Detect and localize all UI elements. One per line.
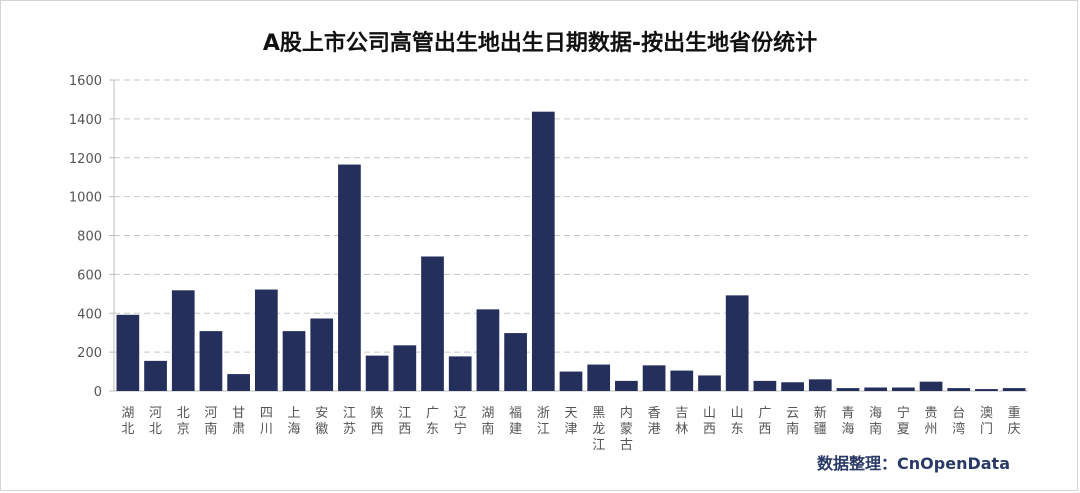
x-tick-label: 江苏 [343, 406, 356, 437]
bar [365, 355, 389, 391]
y-tick-label: 400 [77, 307, 102, 322]
y-tick-label: 200 [77, 346, 102, 361]
x-tick-label: 甘肃 [232, 406, 245, 437]
bar [615, 380, 638, 391]
x-tick-label: 内蒙古 [620, 405, 633, 453]
bar [504, 333, 527, 391]
x-tick-label: 香港 [648, 406, 661, 437]
bar [171, 290, 195, 391]
y-tick-label: 600 [77, 268, 102, 283]
y-tick-label: 1000 [69, 191, 102, 206]
bar [892, 387, 915, 391]
bar [116, 314, 140, 391]
x-tick-label: 福建 [509, 406, 522, 437]
bar [144, 360, 167, 391]
x-tick-label: 重庆 [1008, 405, 1021, 437]
bar [448, 356, 472, 391]
x-tick-label: 贵州 [925, 406, 938, 437]
y-tick-label: 1200 [69, 152, 102, 167]
bar [698, 375, 721, 391]
y-tick-label: 0 [94, 385, 102, 400]
bar [476, 309, 500, 391]
bar [310, 318, 334, 391]
bar [393, 345, 417, 391]
x-tick-label: 澳门 [980, 405, 993, 437]
bar [1002, 388, 1026, 391]
bar [781, 382, 804, 391]
x-tick-label: 山西 [703, 406, 716, 437]
bar-series [116, 111, 1026, 391]
x-tick-label: 湖南 [481, 406, 494, 437]
bar [587, 364, 611, 391]
gridlines [114, 79, 1028, 353]
bar [254, 289, 278, 391]
bar [947, 388, 971, 391]
x-tick-label: 台湾 [952, 406, 965, 437]
x-tick-label: 四川 [260, 406, 273, 437]
x-tick-label: 广东 [426, 406, 439, 437]
x-tick-label: 青海 [841, 406, 854, 437]
bar [836, 388, 860, 391]
x-tick-label: 辽宁 [454, 406, 467, 437]
x-tick-label: 陕西 [371, 406, 384, 437]
bar [670, 370, 694, 391]
y-tick-label: 800 [77, 230, 102, 245]
x-tick-label: 北京 [177, 406, 190, 437]
bar [808, 379, 832, 391]
bar [421, 256, 444, 391]
x-tick-label: 安徽 [315, 406, 328, 437]
bar [975, 389, 998, 391]
bar [338, 164, 361, 391]
x-tick-label: 海南 [869, 406, 882, 437]
bar [559, 371, 583, 391]
x-tick-label: 湖北 [121, 406, 134, 437]
x-tick-label: 江西 [398, 406, 411, 437]
bar [531, 111, 555, 391]
x-tick-label: 山东 [731, 406, 744, 437]
source-label: 数据整理：CnOpenData [817, 454, 1010, 473]
y-tick-label: 1400 [69, 113, 102, 128]
bar [227, 374, 250, 391]
bar [642, 365, 666, 391]
x-tick-label: 广西 [758, 406, 771, 437]
bar [725, 295, 749, 391]
bar [199, 331, 223, 391]
x-tick-label: 上海 [288, 406, 301, 437]
x-tick-label: 黑龙江 [592, 406, 605, 453]
x-tick-label: 吉林 [675, 406, 688, 437]
bar [753, 380, 777, 391]
bar [282, 331, 306, 391]
x-tick-label: 浙江 [537, 406, 550, 437]
bar [864, 387, 888, 391]
x-tick-label: 新疆 [814, 405, 827, 437]
y-tick-label: 1600 [69, 74, 102, 89]
chart-title: A股上市公司高管出生地出生日期数据-按出生地省份统计 [263, 30, 817, 56]
x-tick-label: 天津 [564, 406, 577, 437]
x-tick-label: 云南 [786, 406, 799, 437]
bar [919, 381, 943, 391]
x-tick-label: 宁夏 [897, 405, 910, 437]
x-tick-label: 河北 [149, 406, 162, 437]
x-tick-label: 河南 [204, 406, 217, 437]
